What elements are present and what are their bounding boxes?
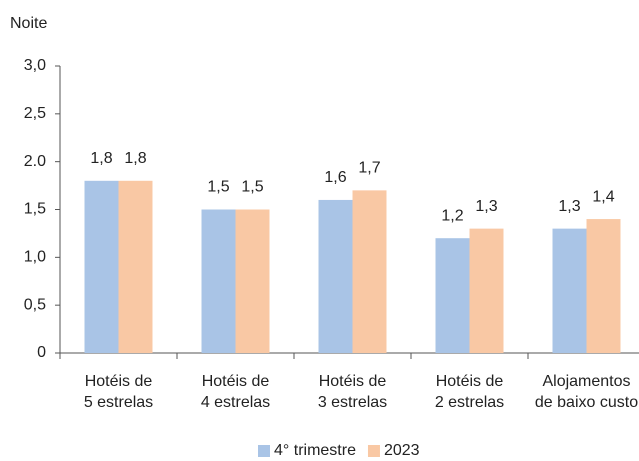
x-tick-label: 4 estrelas bbox=[201, 394, 270, 411]
x-tick-label: 2 estrelas bbox=[435, 394, 504, 411]
data-label: 1,8 bbox=[124, 150, 146, 167]
data-label: 1,3 bbox=[475, 198, 497, 215]
bar bbox=[552, 228, 587, 353]
x-tick-label: Hotéis de bbox=[85, 373, 153, 390]
data-label: 1,3 bbox=[558, 198, 580, 215]
bar bbox=[586, 219, 621, 353]
data-label: 1,8 bbox=[90, 150, 112, 167]
bar bbox=[352, 190, 387, 353]
x-tick-label: 5 estrelas bbox=[84, 394, 153, 411]
data-label: 1,6 bbox=[324, 169, 346, 186]
data-label: 1,5 bbox=[207, 179, 229, 196]
bar bbox=[318, 199, 353, 353]
y-tick-label: 2,5 bbox=[24, 105, 46, 122]
x-tick-label: Hotéis de bbox=[202, 373, 270, 390]
bar bbox=[118, 180, 153, 353]
x-tick-label: de baixo custo bbox=[535, 394, 638, 411]
legend-swatch bbox=[367, 445, 380, 457]
bar bbox=[469, 228, 504, 353]
bar bbox=[235, 209, 270, 353]
x-tick-label: Hotéis de bbox=[319, 373, 387, 390]
legend-swatch bbox=[258, 445, 270, 457]
y-tick-label: 1,0 bbox=[24, 249, 46, 266]
data-label: 1,7 bbox=[358, 160, 380, 177]
bar bbox=[201, 209, 236, 353]
y-axis-label: Noite bbox=[10, 15, 47, 32]
y-tick-label: 3,0 bbox=[24, 57, 46, 74]
legend-label: 2023 bbox=[384, 442, 420, 459]
y-tick-label: 2.0 bbox=[24, 153, 46, 170]
bar bbox=[435, 238, 470, 353]
x-tick-label: Alojamentos bbox=[542, 373, 630, 390]
bar bbox=[84, 180, 119, 353]
data-label: 1,4 bbox=[592, 188, 614, 205]
data-label: 1,5 bbox=[241, 179, 263, 196]
data-label: 1,2 bbox=[441, 207, 463, 224]
y-tick-label: 0,5 bbox=[24, 296, 46, 313]
legend-label: 4° trimestre bbox=[274, 442, 356, 459]
y-tick-label: 0 bbox=[37, 344, 46, 361]
x-tick-label: Hotéis de bbox=[436, 373, 504, 390]
x-tick-label: 3 estrelas bbox=[318, 394, 387, 411]
y-tick-label: 1,5 bbox=[24, 201, 46, 218]
